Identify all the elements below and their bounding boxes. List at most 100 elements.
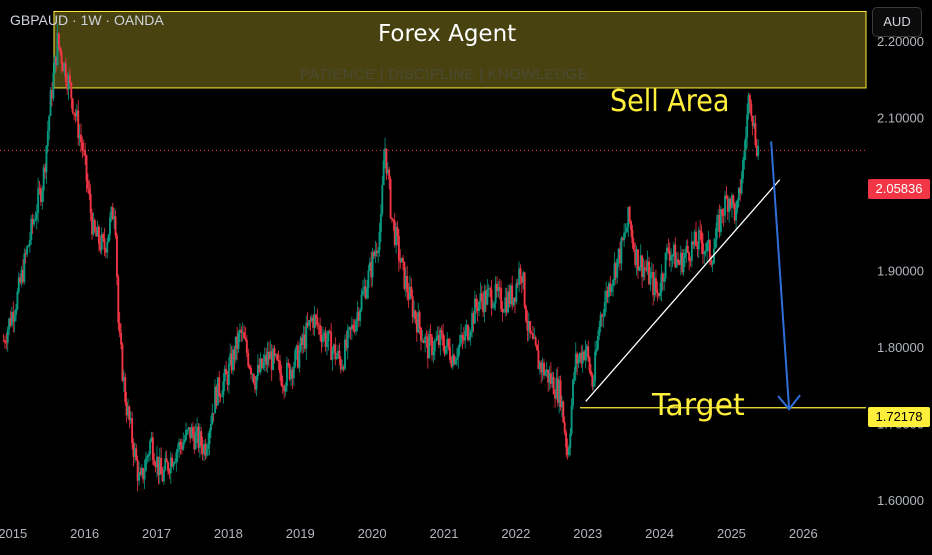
candle-body — [428, 334, 431, 359]
candle — [240, 326, 243, 343]
candle-body — [668, 251, 671, 261]
candle-body — [255, 376, 258, 390]
projection-arrow — [770, 141, 791, 410]
candle-body — [10, 312, 13, 326]
candle — [15, 304, 17, 322]
candle — [679, 245, 682, 276]
candle-body — [182, 442, 185, 450]
candle — [68, 67, 71, 86]
candle-body — [237, 332, 240, 350]
candle — [160, 447, 163, 475]
candle-body — [205, 448, 208, 456]
candle-body — [624, 232, 627, 234]
candle — [200, 426, 203, 455]
candle — [233, 345, 236, 371]
candle — [689, 256, 692, 267]
candle-body — [630, 221, 632, 230]
candle — [89, 184, 92, 222]
candle-body — [436, 335, 439, 340]
candle-body — [660, 273, 663, 293]
candle-body — [688, 252, 691, 261]
candle-body — [746, 114, 749, 138]
candle — [111, 202, 114, 220]
candle-body — [375, 251, 378, 253]
candle — [125, 391, 128, 423]
candle — [628, 205, 631, 224]
candle — [178, 437, 181, 458]
candle — [191, 422, 194, 442]
candle — [421, 330, 424, 343]
candle-body — [44, 167, 47, 173]
candle — [697, 226, 700, 259]
candle — [386, 162, 389, 176]
candle-body — [538, 362, 541, 370]
candle — [175, 448, 178, 472]
candle-body — [273, 348, 276, 356]
candle — [326, 330, 328, 356]
candle — [127, 398, 129, 419]
target-label: Target — [652, 388, 745, 423]
candle-body — [740, 178, 743, 194]
candle — [77, 100, 80, 146]
candle-body — [514, 297, 516, 303]
candle — [252, 373, 255, 385]
candle — [505, 288, 508, 316]
candle-body — [194, 432, 197, 450]
candle-body — [140, 468, 143, 475]
candle-body — [183, 439, 186, 443]
candle — [428, 328, 431, 359]
candle-body — [567, 448, 570, 455]
candle-body — [552, 376, 555, 395]
candle — [704, 243, 707, 257]
candle — [415, 312, 418, 342]
candle — [497, 281, 500, 298]
candle — [544, 369, 547, 377]
candle-body — [549, 373, 552, 384]
candle — [451, 343, 454, 370]
candle-body — [468, 336, 471, 340]
candle — [174, 458, 176, 465]
candle — [514, 297, 516, 314]
candle-body — [308, 320, 310, 326]
currency-button[interactable]: AUD — [872, 7, 922, 37]
candle — [701, 233, 704, 264]
candle-body — [469, 331, 472, 337]
candle-body — [666, 247, 668, 253]
candle — [399, 249, 402, 270]
candle-body — [295, 345, 298, 351]
candle — [92, 212, 95, 237]
candle — [682, 249, 685, 277]
chart-title: Forex Agent — [378, 21, 517, 47]
candle-body — [643, 267, 646, 269]
candle-body — [639, 255, 642, 268]
candle — [435, 330, 438, 342]
candle-body — [13, 315, 16, 322]
candle — [302, 325, 305, 353]
candle-body — [12, 312, 15, 322]
candle — [167, 461, 170, 475]
candle-body — [645, 268, 648, 271]
candle — [158, 448, 161, 484]
candle-body — [162, 469, 165, 482]
candle — [493, 301, 496, 311]
candle — [443, 335, 446, 357]
candle-body — [601, 314, 603, 317]
candle-body — [23, 253, 26, 282]
candle-body — [93, 220, 96, 231]
candle — [335, 352, 338, 360]
candle-body — [374, 251, 377, 257]
candle-body — [262, 361, 265, 368]
candle — [142, 467, 145, 484]
candle — [610, 284, 613, 296]
candle — [436, 326, 439, 341]
candle — [75, 104, 78, 122]
candle — [364, 279, 367, 300]
candle-body — [200, 431, 203, 446]
candle-body — [500, 288, 503, 309]
candle — [675, 252, 678, 269]
candle — [37, 177, 40, 223]
candle — [515, 279, 518, 305]
candle-body — [472, 313, 475, 324]
